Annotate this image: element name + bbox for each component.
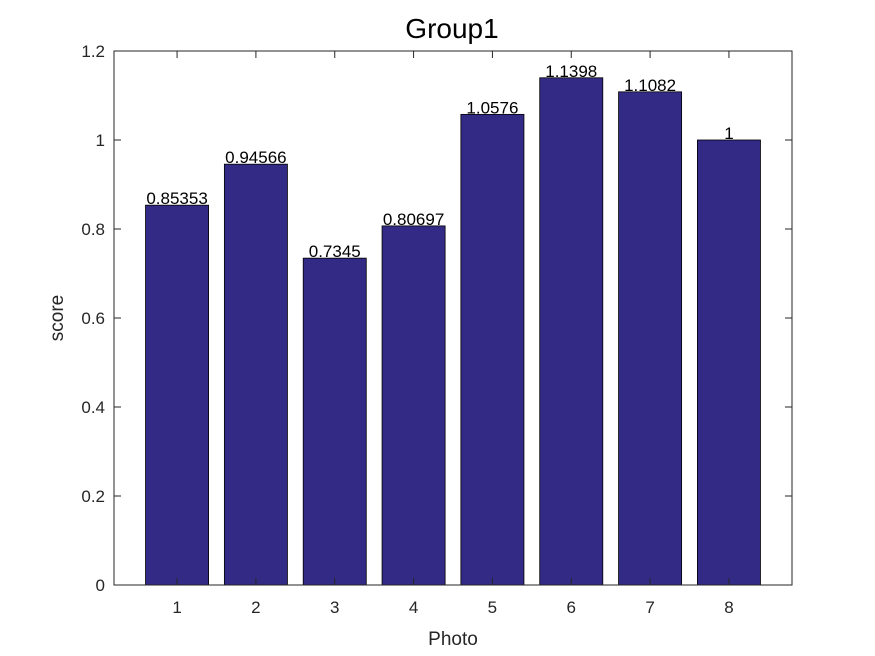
data-label-5: 1.0576 — [466, 98, 518, 117]
y-tick-label: 0.8 — [81, 220, 105, 239]
bar-7 — [618, 91, 683, 586]
x-tick-label: 7 — [645, 598, 654, 617]
y-tick-label: 1 — [96, 131, 105, 150]
data-label-2: 0.94566 — [225, 148, 286, 167]
data-label-7: 1.1082 — [624, 76, 676, 95]
x-axis-ticks: 1 2 3 4 5 6 7 8 — [172, 51, 734, 617]
data-label-3: 0.7345 — [309, 242, 361, 261]
x-tick-label: 6 — [567, 598, 576, 617]
y-tick-label: 0.6 — [81, 309, 105, 328]
data-label-4: 0.80697 — [383, 210, 444, 229]
x-tick-label: 4 — [409, 598, 418, 617]
chart-title: Group1 — [405, 13, 498, 44]
bar-3 — [302, 257, 367, 586]
x-axis-label: Photo — [428, 629, 478, 650]
bar-8 — [697, 139, 761, 586]
x-tick-label: 8 — [724, 598, 733, 617]
data-label-1: 0.85353 — [146, 189, 207, 208]
y-tick-label: 0 — [96, 576, 105, 595]
y-tick-label: 1.2 — [81, 42, 105, 61]
x-tick-label: 1 — [172, 598, 181, 617]
y-axis-ticks: 0 0.2 0.4 0.6 0.8 1 1.2 — [81, 42, 792, 595]
bar-2 — [223, 163, 288, 586]
x-tick-label: 3 — [330, 598, 339, 617]
data-label-6: 1.1398 — [545, 62, 597, 81]
data-label-8: 1 — [724, 124, 733, 143]
bar-1 — [145, 204, 209, 586]
data-labels-group: 0.85353 0.94566 0.7345 0.80697 1.0576 1.1398 1… — [146, 62, 733, 261]
y-tick-label: 0.4 — [81, 398, 105, 417]
bar-4 — [381, 225, 446, 586]
y-axis-label: score — [47, 295, 68, 341]
bars-group — [145, 77, 761, 586]
bar-5 — [460, 113, 525, 586]
x-tick-label: 2 — [251, 598, 260, 617]
x-tick-label: 5 — [488, 598, 497, 617]
y-tick-label: 0.2 — [81, 487, 105, 506]
bar-6 — [539, 77, 604, 586]
